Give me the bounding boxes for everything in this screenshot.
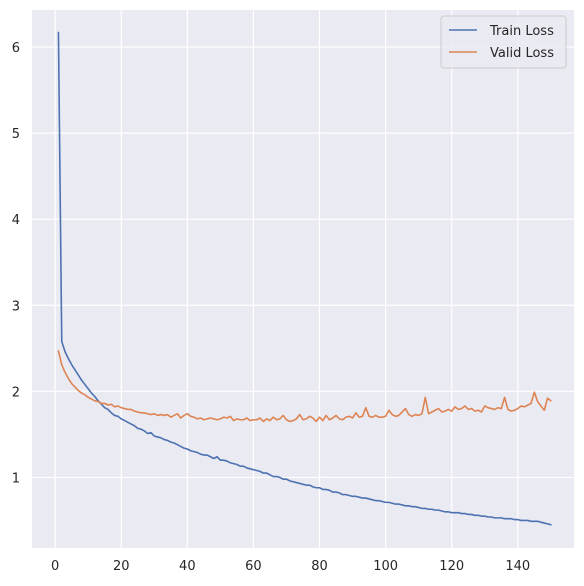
x-tick-label: 100	[373, 559, 398, 574]
legend-label: Valid Loss	[490, 46, 554, 61]
y-tick-label: 4	[12, 213, 20, 228]
x-tick-label: 80	[311, 559, 328, 574]
y-tick-label: 1	[12, 471, 20, 486]
y-tick-label: 6	[12, 41, 20, 56]
plot-background	[32, 10, 574, 548]
x-tick-label: 20	[113, 559, 130, 574]
y-tick-label: 2	[12, 385, 20, 400]
series-lines	[57, 31, 552, 526]
y-tick-labels: 1 2 3 4 5 6	[12, 41, 20, 486]
y-tick-label: 3	[12, 299, 20, 314]
legend-box	[440, 15, 567, 69]
x-tick-label: 0	[51, 559, 59, 574]
x-tick-label: 60	[245, 559, 262, 574]
series-line-train-loss	[57, 31, 552, 526]
x-tick-label: 140	[505, 559, 530, 574]
y-tick-label: 5	[12, 127, 20, 142]
x-tick-label: 40	[179, 559, 196, 574]
x-tick-labels: 0 20 40 60 80 100 120 140	[51, 559, 530, 574]
legend: Train Loss Valid Loss	[440, 15, 567, 69]
legend-label: Train Loss	[489, 24, 554, 39]
series-line-valid-loss	[57, 350, 552, 423]
x-tick-label: 120	[439, 559, 464, 574]
